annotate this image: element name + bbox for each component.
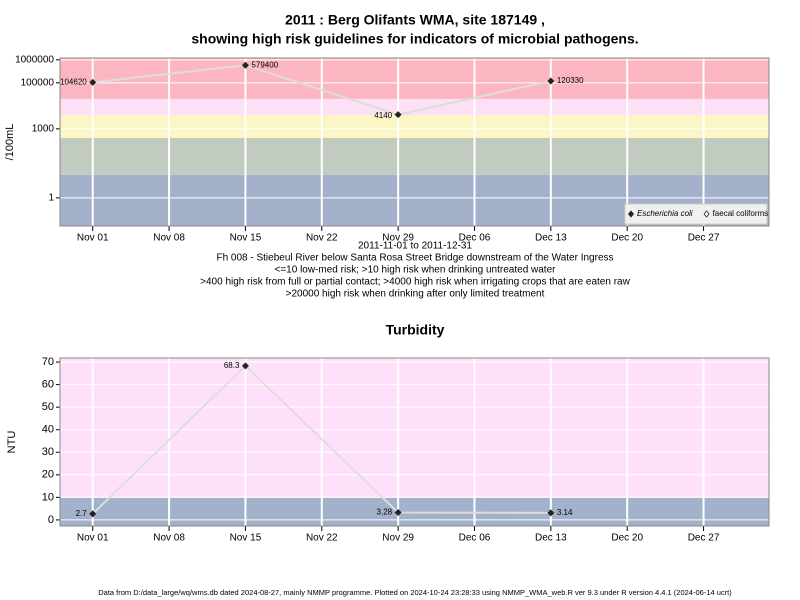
legend-label: Escherichia coli [637, 209, 693, 218]
risk-band [60, 138, 769, 175]
y-tick-label: 1000000 [15, 54, 54, 65]
y-axis-label: NTU [6, 431, 18, 454]
chart-title: showing high risk guidelines for indicat… [191, 31, 638, 47]
note: Fh 008 - Stiebeul River below Santa Rosa… [216, 253, 613, 264]
data-point [394, 509, 402, 517]
legend-box [624, 203, 768, 225]
x-tick-label: Nov 29 [382, 533, 414, 544]
x-tick-label: Nov 29 [382, 233, 414, 244]
y-tick-label: 0 [48, 514, 54, 526]
note: >400 high risk from full or partial cont… [200, 277, 630, 288]
x-tick-label: Nov 15 [230, 233, 262, 244]
data-line [92, 64, 552, 116]
y-tick-label: 100000 [21, 77, 55, 88]
x-tick-label: Nov 22 [306, 233, 338, 244]
plot-frame [59, 57, 770, 227]
risk-band [60, 114, 769, 139]
data-point [241, 61, 249, 69]
x-tick-label: Dec 06 [459, 533, 491, 544]
y-tick-label: 60 [42, 379, 54, 391]
note: <=10 low-med risk; >10 high risk when dr… [275, 265, 557, 276]
x-tick-label: Dec 20 [611, 533, 643, 544]
x-tick-label: Nov 01 [77, 233, 109, 244]
risk-band [60, 358, 769, 498]
y-tick-label: 10 [42, 491, 54, 503]
x-tick-label: Nov 01 [77, 533, 109, 544]
data-label: 104620 [60, 77, 87, 86]
data-label: 3.14 [557, 508, 573, 517]
chart-title: 2011 : Berg Olifants WMA, site 187149 , [285, 12, 545, 28]
y-tick-label: 1000 [32, 123, 55, 134]
data-point [241, 362, 249, 370]
x-tick-label: Dec 20 [611, 233, 643, 244]
chart-title: Turbidity [386, 322, 445, 338]
data-point [89, 510, 97, 518]
data-label: 120330 [557, 76, 584, 85]
data-point [547, 77, 555, 85]
y-tick-label: 1 [48, 193, 54, 204]
data-label: 4140 [374, 111, 392, 120]
x-tick-label: Dec 27 [688, 233, 720, 244]
y-tick-label: 40 [42, 424, 54, 436]
data-line [92, 364, 551, 515]
data-label: 2.7 [76, 509, 88, 518]
x-tick-label: Dec 13 [535, 533, 567, 544]
legend-marker [703, 210, 710, 218]
data-label: 68.3 [224, 361, 240, 370]
y-tick-label: 20 [42, 469, 54, 481]
x-tick-label: Dec 13 [535, 233, 567, 244]
y-tick-label: 70 [42, 356, 54, 368]
data-point [89, 78, 97, 86]
note: 2011-11-01 to 2011-12-31 [358, 241, 472, 252]
x-tick-label: Nov 15 [230, 533, 262, 544]
y-tick-label: 30 [42, 446, 54, 458]
risk-band [60, 58, 769, 99]
y-axis-label: /100mL [4, 124, 16, 161]
legend-marker [627, 210, 635, 218]
data-point [547, 509, 555, 517]
plot-frame [59, 357, 770, 527]
data-label: 579400 [251, 60, 278, 69]
x-tick-label: Nov 22 [306, 533, 338, 544]
note: >20000 high risk when drinking after onl… [286, 289, 545, 300]
footer: Data from D:/data_large/wq/wms.db dated … [98, 588, 732, 597]
legend-label: faecal coliforms [713, 209, 769, 218]
x-tick-label: Dec 06 [459, 233, 491, 244]
risk-band [60, 98, 769, 115]
data-label: 3.28 [377, 508, 393, 517]
x-tick-label: Dec 27 [688, 533, 720, 544]
y-tick-label: 50 [42, 401, 54, 413]
x-tick-label: Nov 08 [153, 533, 185, 544]
x-tick-label: Nov 08 [153, 233, 185, 244]
data-point [394, 111, 402, 119]
